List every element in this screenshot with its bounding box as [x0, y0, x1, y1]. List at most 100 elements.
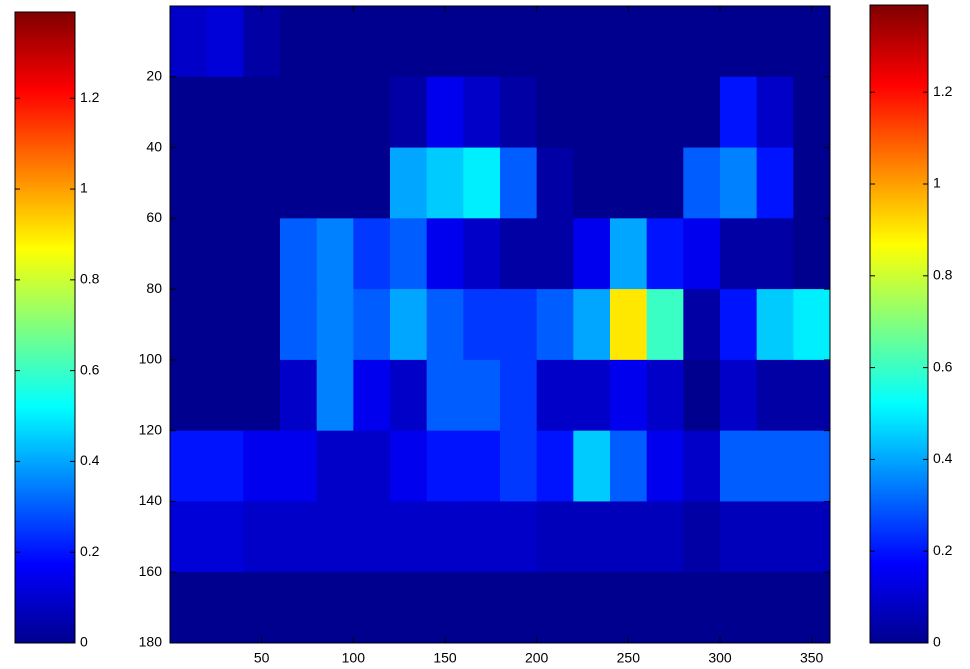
heatmap-cell	[426, 147, 464, 219]
heatmap-cell	[610, 572, 648, 644]
heatmap-cell	[720, 218, 758, 290]
heatmap-cell	[280, 572, 318, 644]
heatmap-cell	[170, 147, 208, 219]
heatmap-cell	[610, 430, 648, 502]
heatmap-cell	[390, 572, 428, 644]
heatmap-cell	[170, 501, 208, 573]
heatmap-cell	[646, 147, 684, 219]
heatmap-cell	[426, 501, 464, 573]
heatmap-cell	[683, 147, 721, 219]
heatmap-cell	[610, 6, 648, 78]
heatmap-cell	[610, 501, 648, 573]
y-tick-label: 100	[139, 351, 163, 367]
heatmap-cell	[426, 572, 464, 644]
heatmap-cell	[646, 572, 684, 644]
heatmap-cell	[206, 76, 244, 149]
heatmap-cell	[720, 572, 758, 644]
colorbar-tick-label: 0	[80, 634, 88, 650]
heatmap-cell	[536, 289, 574, 361]
y-tick-label: 60	[146, 209, 162, 225]
heatmap-cell	[280, 76, 318, 149]
heatmap-cell	[170, 6, 208, 78]
heatmap-cell	[316, 218, 354, 290]
colorbar-tick-label: 1.2	[933, 83, 953, 99]
colorbar-tick-label: 0.8	[80, 271, 100, 287]
heatmap-cell	[243, 501, 281, 573]
heatmap-cell	[683, 289, 721, 361]
heatmap-cell	[756, 147, 794, 219]
colorbar	[869, 4, 929, 644]
heatmap-cell	[536, 6, 574, 78]
heatmap-cell	[463, 501, 501, 573]
heatmap-cell	[316, 501, 354, 573]
plot-frame	[169, 5, 831, 644]
heatmap-cell	[353, 76, 391, 149]
y-tick-label: 20	[146, 67, 162, 83]
heatmap-cell	[573, 76, 611, 149]
heatmap-cell	[316, 6, 354, 78]
heatmap-cell	[500, 147, 538, 219]
colorbar-tick-label: 0	[933, 634, 941, 650]
heatmap-cell	[390, 218, 428, 290]
heatmap-cell	[573, 289, 611, 361]
heatmap-cell	[793, 501, 831, 573]
heatmap-cell	[206, 289, 244, 361]
heatmap-cell	[573, 430, 611, 502]
heatmap-cell	[316, 359, 354, 432]
y-tick-label: 160	[139, 563, 163, 579]
heatmap-cell	[646, 289, 684, 361]
heatmap-cell	[206, 147, 244, 219]
heatmap-cell	[610, 147, 648, 219]
heatmap-cell	[646, 501, 684, 573]
heatmap-cell	[353, 572, 391, 644]
x-tick-label: 150	[433, 650, 457, 666]
heatmap-cell	[353, 501, 391, 573]
heatmap-cell	[353, 430, 391, 502]
heatmap-cell	[610, 359, 648, 432]
heatmap-cell	[170, 430, 208, 502]
heatmap-cell	[353, 147, 391, 219]
heatmap-cell	[646, 6, 684, 78]
heatmap-cell	[573, 6, 611, 78]
heatmap-cell	[500, 289, 538, 361]
heatmap-cell	[316, 572, 354, 644]
heatmap-cell	[280, 6, 318, 78]
heatmap-cell	[463, 6, 501, 78]
heatmap-cell	[536, 218, 574, 290]
heatmap-cell	[353, 218, 391, 290]
heatmap-cell	[170, 218, 208, 290]
heatmap-cell	[170, 572, 208, 644]
colorbar-tick-label: 0.6	[933, 358, 953, 374]
heatmap-cell	[463, 430, 501, 502]
heatmap-cell	[793, 6, 831, 78]
heatmap-cell	[536, 147, 574, 219]
heatmap-cell	[390, 359, 428, 432]
heatmap-cell	[610, 76, 648, 149]
heatmap-cell	[463, 218, 501, 290]
heatmap-cell	[536, 501, 574, 573]
heatmap-cell	[170, 76, 208, 149]
heatmap-cell	[683, 76, 721, 149]
heatmap-cell	[720, 289, 758, 361]
heatmap-cell	[280, 147, 318, 219]
colorbar-tick-label: 0.6	[80, 361, 100, 377]
heatmap-cell	[646, 359, 684, 432]
heatmap-cell	[573, 359, 611, 432]
heatmap-cell	[280, 430, 318, 502]
heatmap-cell	[720, 6, 758, 78]
heatmap-cell	[206, 359, 244, 432]
heatmap-cell	[426, 218, 464, 290]
heatmap-cell	[206, 6, 244, 78]
heatmap-cell	[316, 147, 354, 219]
heatmap-cell	[683, 359, 721, 432]
heatmap-cell	[793, 76, 831, 149]
heatmap-cell	[756, 289, 794, 361]
heatmap-cell	[353, 6, 391, 78]
heatmap-cell	[756, 430, 794, 502]
heatmap-cell	[426, 76, 464, 149]
heatmap-cell	[390, 6, 428, 78]
heatmap-cell	[793, 218, 831, 290]
x-tick-label: 300	[708, 650, 732, 666]
heatmap-cell	[206, 501, 244, 573]
